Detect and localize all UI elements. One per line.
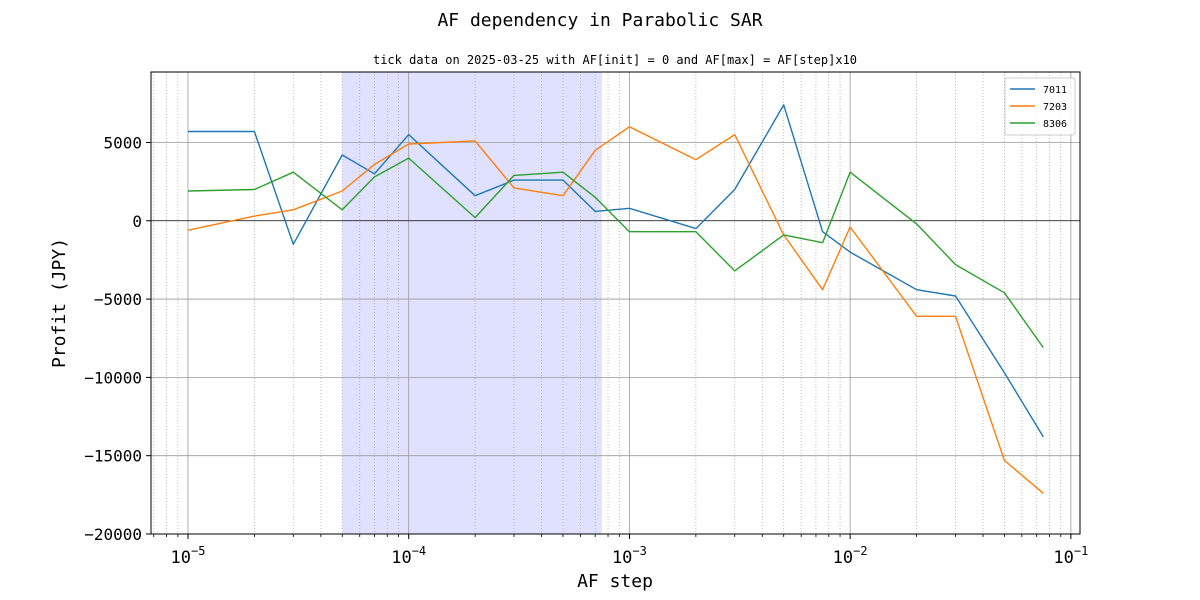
- y-axis-label: Profit (JPY): [49, 238, 70, 368]
- plot-area: 10−5 10−4 10−3 10−2 10−1 5000 0 −5000 −10000 −150…: [84, 71, 1088, 568]
- legend-label-7203: 7203: [1043, 102, 1067, 113]
- series-line-7011: [188, 104, 1044, 438]
- legend-label-8306: 8306: [1043, 119, 1067, 130]
- y-tick-label: −20000: [84, 525, 142, 544]
- x-tick-label: 10−3: [612, 544, 647, 568]
- x-tick-label: 10−5: [171, 544, 206, 568]
- chart-title: AF dependency in Parabolic SAR: [437, 10, 762, 31]
- y-tick-label: 5000: [103, 133, 142, 152]
- y-tick-label: 0: [132, 212, 142, 231]
- y-tick-label: −15000: [84, 447, 142, 466]
- series-line-7203: [187, 126, 1044, 494]
- chart-subtitle: tick data on 2025-03-25 with AF[init] = …: [373, 53, 857, 67]
- axes-frame: [150, 71, 1081, 535]
- x-tick-label: 10−4: [391, 544, 426, 568]
- x-tick-label: 10−2: [833, 544, 868, 568]
- y-tick-label: −5000: [94, 290, 142, 309]
- highlight-band: [342, 72, 602, 534]
- x-tick-label: 10−1: [1053, 544, 1088, 568]
- series-line-8306: [187, 157, 1044, 349]
- legend-box: [1004, 77, 1076, 136]
- x-axis-label: AF step: [577, 571, 653, 592]
- legend-label-7011: 7011: [1043, 85, 1067, 96]
- y-tick-label: −10000: [84, 368, 142, 387]
